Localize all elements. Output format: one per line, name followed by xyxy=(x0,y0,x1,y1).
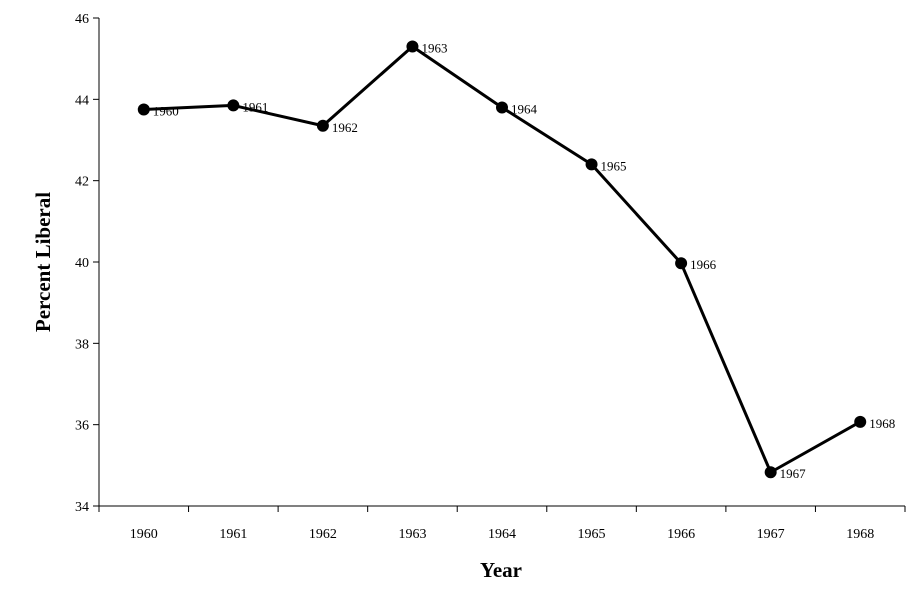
y-tick-label: 40 xyxy=(75,256,89,271)
x-tick-label: 1967 xyxy=(757,527,785,542)
x-ticks: 1960 1961 1962 1963 1964 1965 1966 1967 1968 xyxy=(98,506,906,542)
y-tick-label: 34 xyxy=(75,500,89,515)
y-axis-title: Percent Liberal xyxy=(31,192,55,332)
x-tick-label: 1966 xyxy=(667,527,695,542)
data-point xyxy=(764,466,777,479)
point-labels: 1960 1961 1962 1963 1964 1965 1966 1967 1968 xyxy=(153,40,895,481)
data-label: 1968 xyxy=(869,416,895,431)
data-label: 1966 xyxy=(690,257,717,272)
data-label: 1964 xyxy=(511,101,538,116)
x-tick-label: 1962 xyxy=(309,527,337,542)
series xyxy=(137,40,867,479)
x-tick-label: 1961 xyxy=(219,527,247,542)
data-point xyxy=(227,99,240,112)
data-label: 1967 xyxy=(780,466,807,481)
y-tick-label: 46 xyxy=(75,12,89,27)
y-tick-label: 44 xyxy=(75,93,89,108)
data-label: 1962 xyxy=(332,120,358,135)
x-axis-title: Year xyxy=(480,558,522,582)
data-label: 1963 xyxy=(421,40,447,55)
y-tick-label: 38 xyxy=(75,337,89,352)
data-point xyxy=(675,257,688,270)
x-tick-label: 1964 xyxy=(488,527,516,542)
y-ticks: 34 36 38 40 42 44 46 xyxy=(75,12,99,515)
data-point xyxy=(854,415,867,428)
data-point xyxy=(137,103,150,116)
data-point xyxy=(496,101,508,114)
data-label: 1960 xyxy=(153,104,179,119)
axes xyxy=(98,18,905,507)
x-tick-label: 1965 xyxy=(578,527,606,542)
y-tick-label: 36 xyxy=(75,419,89,434)
x-tick-label: 1963 xyxy=(398,527,426,542)
data-point xyxy=(585,158,598,171)
data-point xyxy=(406,40,419,53)
data-point xyxy=(316,119,329,132)
x-tick-label: 1960 xyxy=(130,527,158,542)
y-tick-label: 42 xyxy=(75,175,89,190)
data-label: 1965 xyxy=(601,158,627,173)
x-tick-label: 1968 xyxy=(846,527,874,542)
data-label: 1961 xyxy=(242,99,268,114)
